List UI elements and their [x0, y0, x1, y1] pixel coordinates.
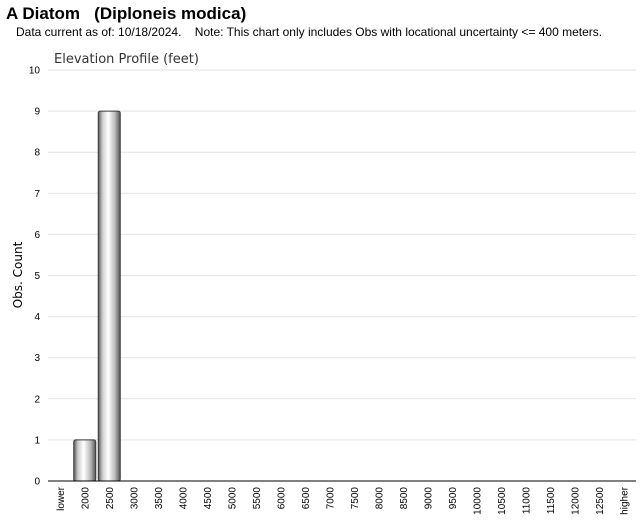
x-tick-label: 10500 — [497, 487, 508, 515]
x-tick-label: 4000 — [178, 487, 189, 510]
x-tick-label: 6000 — [276, 487, 287, 510]
y-tick-label: 10 — [29, 66, 41, 77]
y-tick-label: 4 — [34, 312, 40, 323]
x-tick-label: 12000 — [570, 487, 581, 515]
y-axis-title: Obs. Count — [11, 241, 25, 308]
x-tick-label: 11500 — [546, 487, 557, 515]
y-tick-label: 7 — [34, 189, 40, 200]
x-tick-label: 11000 — [521, 487, 532, 515]
bar — [73, 439, 97, 482]
y-tick-label: 0 — [34, 477, 40, 488]
x-tick-label: 5000 — [227, 487, 238, 510]
x-tick-label: 7500 — [350, 487, 361, 510]
x-tick-label: 9000 — [423, 487, 434, 510]
x-tick-label: 3500 — [154, 487, 165, 510]
x-tick-label: 10000 — [472, 487, 483, 515]
x-tick-label: 4500 — [203, 487, 214, 510]
x-tick-label: 5500 — [252, 487, 263, 510]
y-tick-label: 6 — [34, 230, 40, 241]
x-tick-label: 8000 — [374, 487, 385, 510]
x-tick-label: 9500 — [448, 487, 459, 510]
chart-header-title: A Diatom (Diploneis modica) — [6, 4, 247, 23]
x-tick-label: lower — [56, 486, 67, 511]
y-tick-label: 9 — [34, 107, 40, 118]
bars — [73, 110, 121, 482]
y-tick-label: 8 — [34, 148, 40, 159]
x-tick-label: 3000 — [129, 487, 140, 510]
y-tick-label: 1 — [34, 435, 40, 446]
x-tick-label: 7000 — [325, 487, 336, 510]
x-tick-label: 2500 — [105, 487, 116, 510]
data-note: Data current as of: 10/18/2024. Note: Th… — [16, 25, 603, 39]
y-tick-label: 2 — [34, 394, 40, 405]
plot-title: Elevation Profile (feet) — [54, 52, 199, 67]
x-tick-label: 8500 — [399, 487, 410, 510]
bar — [97, 110, 121, 482]
y-tick-label: 3 — [34, 353, 40, 364]
x-tick-label: higher — [619, 486, 630, 514]
x-tick-label: 2000 — [80, 487, 91, 510]
x-tick-label: 12500 — [595, 487, 606, 515]
x-tick-label: 6500 — [301, 487, 312, 510]
gridlines — [48, 69, 636, 441]
x-tick-labels: lower 2000 2500 3000 3500 4000 4500 5000 5500 600… — [56, 486, 631, 514]
y-tick-labels: 0 1 2 3 4 5 6 7 8 9 10 — [29, 66, 41, 488]
y-tick-label: 5 — [34, 271, 40, 282]
